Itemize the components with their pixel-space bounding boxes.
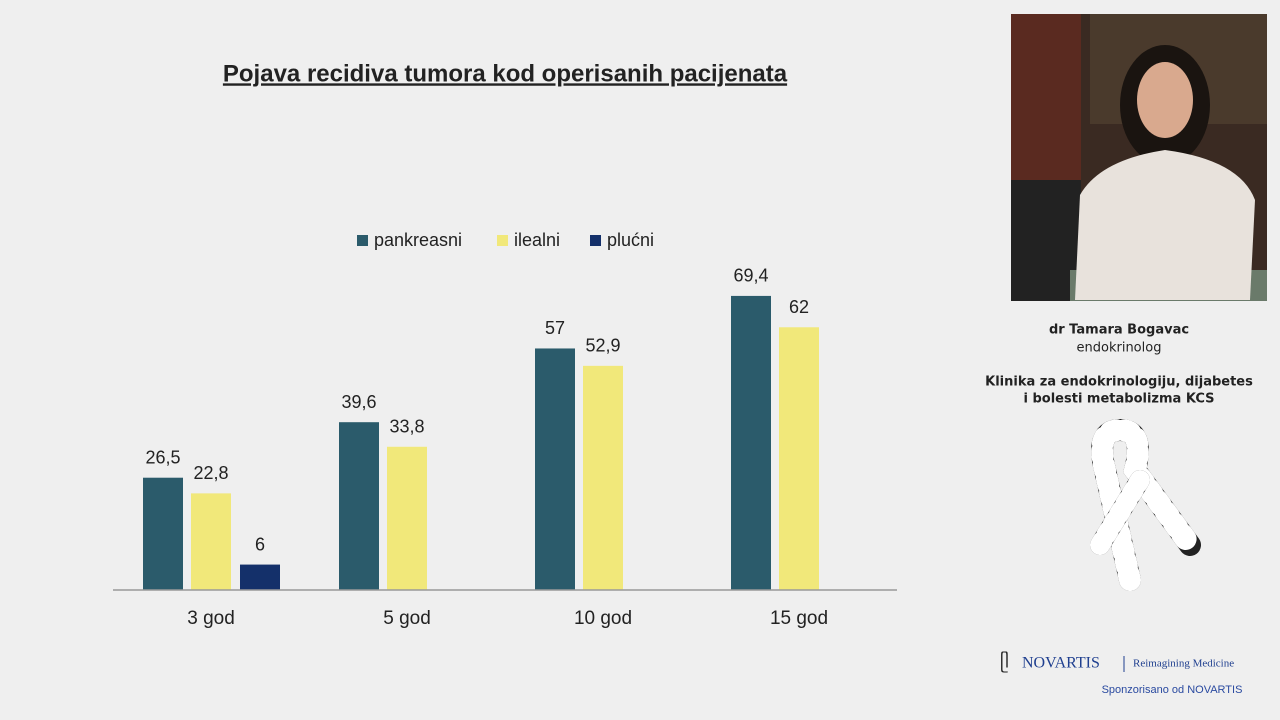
bar (387, 446, 427, 590)
speaker-name: dr Tamara Bogavac (1049, 323, 1189, 338)
x-tick-label: 10 god (574, 608, 632, 629)
legend-swatch (357, 235, 368, 246)
legend-swatch (497, 235, 508, 246)
legend-label: ilealni (514, 230, 560, 250)
x-tick-label: 5 god (383, 608, 431, 629)
bar (779, 327, 819, 590)
bar (191, 493, 231, 590)
chart-title: Pojava recidiva tumora kod operisanih pa… (223, 60, 788, 87)
data-label: 57 (545, 318, 565, 338)
data-label: 52,9 (585, 336, 620, 356)
data-label: 62 (789, 297, 809, 317)
speaker-role: endokrinolog (1077, 341, 1162, 356)
data-label: 39,6 (341, 392, 376, 412)
legend-swatch (590, 235, 601, 246)
legend-label: plućni (607, 230, 654, 250)
bar (583, 365, 623, 590)
data-label: 22,8 (193, 463, 228, 483)
sponsor-brand: NOVARTIS (1022, 655, 1100, 672)
sponsor-note: Sponzorisano od NOVARTIS (1102, 684, 1243, 696)
institution: Klinika za endokrinologiju, dijabetes (985, 375, 1253, 390)
bar (535, 348, 575, 590)
sponsor-tagline: Reimagining Medicine (1133, 658, 1234, 670)
data-label: 6 (255, 534, 265, 554)
data-label: 33,8 (389, 417, 424, 437)
bar (143, 477, 183, 590)
institution: i bolesti metabolizma KCS (1024, 392, 1215, 407)
data-label: 26,5 (145, 447, 180, 467)
zebra-ribbon (1090, 418, 1201, 591)
legend-label: pankreasni (374, 230, 462, 250)
novartis-mark: ᥫ (1000, 652, 1009, 672)
bar (240, 564, 280, 590)
x-tick-label: 3 god (187, 608, 235, 629)
bar (731, 295, 771, 590)
video-frame (1011, 14, 1267, 301)
data-label: 69,4 (733, 266, 768, 286)
x-tick-label: 15 god (770, 608, 828, 629)
bar (339, 422, 379, 590)
